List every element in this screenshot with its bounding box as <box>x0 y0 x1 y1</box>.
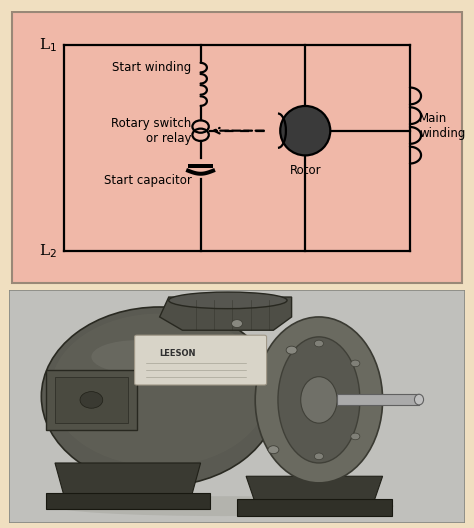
Text: L$_2$: L$_2$ <box>39 242 57 260</box>
Circle shape <box>314 340 323 347</box>
Text: Rotary switch
or relay: Rotary switch or relay <box>111 117 191 145</box>
Text: L$_1$: L$_1$ <box>39 36 57 54</box>
Ellipse shape <box>41 307 278 486</box>
Text: Rotor: Rotor <box>290 164 321 177</box>
Circle shape <box>351 360 360 367</box>
Ellipse shape <box>414 394 424 405</box>
Text: Start winding: Start winding <box>112 61 191 74</box>
Circle shape <box>314 453 323 460</box>
FancyBboxPatch shape <box>12 12 462 284</box>
Ellipse shape <box>301 376 337 423</box>
Text: Main
winding: Main winding <box>419 111 465 139</box>
Polygon shape <box>160 297 292 330</box>
FancyBboxPatch shape <box>337 394 419 405</box>
Circle shape <box>286 346 297 354</box>
Text: Start capacitor: Start capacitor <box>104 174 191 187</box>
Ellipse shape <box>91 340 182 373</box>
Ellipse shape <box>50 314 269 466</box>
FancyBboxPatch shape <box>46 370 137 430</box>
Circle shape <box>231 319 243 327</box>
Ellipse shape <box>280 106 330 155</box>
Circle shape <box>80 392 103 408</box>
Text: LEESON: LEESON <box>160 349 196 358</box>
FancyBboxPatch shape <box>135 335 266 385</box>
Bar <box>46 493 210 510</box>
Ellipse shape <box>53 496 394 516</box>
Bar <box>237 499 392 516</box>
Ellipse shape <box>255 317 383 483</box>
Ellipse shape <box>169 292 287 309</box>
Ellipse shape <box>278 337 360 463</box>
Circle shape <box>268 446 279 454</box>
FancyBboxPatch shape <box>55 376 128 423</box>
Polygon shape <box>55 463 201 496</box>
Polygon shape <box>246 476 383 503</box>
Circle shape <box>351 433 360 440</box>
